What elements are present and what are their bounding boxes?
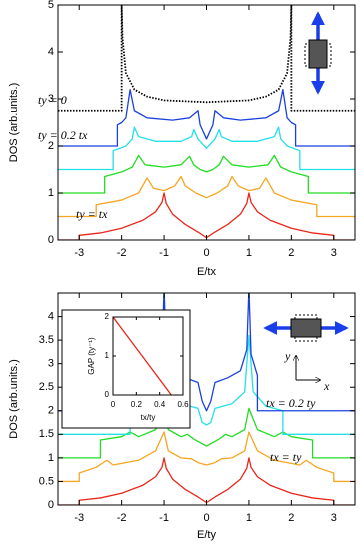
data-line: [58, 5, 355, 112]
top-lattice-icon: [304, 11, 332, 95]
data-line: [58, 126, 355, 171]
y-tick-label: 2.5: [39, 381, 54, 393]
y-tick-label: 1: [48, 187, 54, 199]
data-line: [113, 317, 172, 395]
y-tick-label: 0: [105, 390, 110, 399]
y-tick-label: 2: [48, 405, 54, 417]
y-tick-label: 4: [48, 46, 54, 58]
y-tick-label: 0.5: [39, 475, 54, 487]
bottom-panel: -3 -2 -1 0 1 2 3 0 0.5 1 1.5 2 2.5 3 3.5 4 E/ty DOS (arb.…: [8, 292, 356, 541]
plot-area: [58, 5, 355, 240]
y-tick-label: 3: [48, 93, 54, 105]
y-axis-label: DOS (arb.units.): [8, 359, 20, 438]
data-line: [58, 431, 355, 483]
y-tick-label: 1: [105, 351, 110, 360]
x-tick-label: -3: [74, 247, 84, 259]
x-tick-label: 0.2: [131, 400, 143, 409]
x-axis-label: tx/ty: [141, 413, 156, 422]
y-tick-label: 3: [48, 358, 54, 370]
x-tick-label: -3: [74, 512, 84, 524]
annotation: tx = 0.2 ty: [266, 396, 316, 410]
x-tick-label: -1: [159, 247, 169, 259]
x-tick-label: -2: [117, 512, 127, 524]
inset-panel: 0 0.2 0.4 0.6 0 1 2 tx/ty GAP (ty⁻¹): [87, 312, 189, 422]
y-tick-label: 5: [48, 0, 54, 11]
x-tick-label: 3: [331, 512, 337, 524]
data-line: [58, 154, 355, 194]
annotation: tx = ty: [270, 450, 302, 464]
y-axis-label: GAP (ty⁻¹): [87, 337, 96, 375]
y-tick-label: 2: [105, 312, 110, 321]
annotation: ty = 0: [38, 93, 67, 107]
x-tick-label: 2: [288, 247, 294, 259]
x-tick-label: 1: [246, 512, 252, 524]
y-tick-label: 0: [48, 499, 54, 511]
data-line: [58, 175, 355, 218]
y-tick-label: 3.5: [39, 334, 54, 346]
y-tick-label: 1: [48, 452, 54, 464]
annotation: ty = 0.2 tx: [38, 128, 88, 142]
y-tick-label: 4: [48, 310, 54, 322]
x-tick-label: 0: [111, 400, 116, 409]
axis-icon-label: y: [284, 349, 291, 363]
y-tick-label: 2: [48, 140, 54, 152]
plot-area: [113, 317, 172, 395]
y-axis-label: DOS (arb.units.): [8, 83, 20, 162]
x-axis-label: E/ty: [197, 529, 216, 541]
x-axis-label: E/tx: [197, 266, 216, 278]
x-tick-label: 3: [331, 247, 337, 259]
annotation: ty = tx: [76, 207, 108, 221]
x-tick-label: 0.6: [177, 400, 189, 409]
axis-icon-label: x: [323, 379, 330, 393]
inset-frame: [61, 309, 191, 429]
x-tick-label: 1: [246, 247, 252, 259]
top-panel: -3 -2 -1 0 1 2 3 0 1 2 3 4 5 E/tx DOS (arb.units.) ty =…: [8, 0, 356, 278]
x-tick-label: -2: [117, 247, 127, 259]
x-tick-label: 0: [203, 512, 209, 524]
y-tick-label: 0: [48, 234, 54, 246]
x-tick-label: 0: [203, 247, 209, 259]
bottom-lattice-icon: [263, 314, 349, 380]
x-tick-label: -1: [159, 512, 169, 524]
data-line: [58, 88, 355, 147]
y-tick-label: 1.5: [39, 428, 54, 440]
x-tick-label: 2: [288, 512, 294, 524]
x-tick-label: 0.4: [154, 400, 166, 409]
